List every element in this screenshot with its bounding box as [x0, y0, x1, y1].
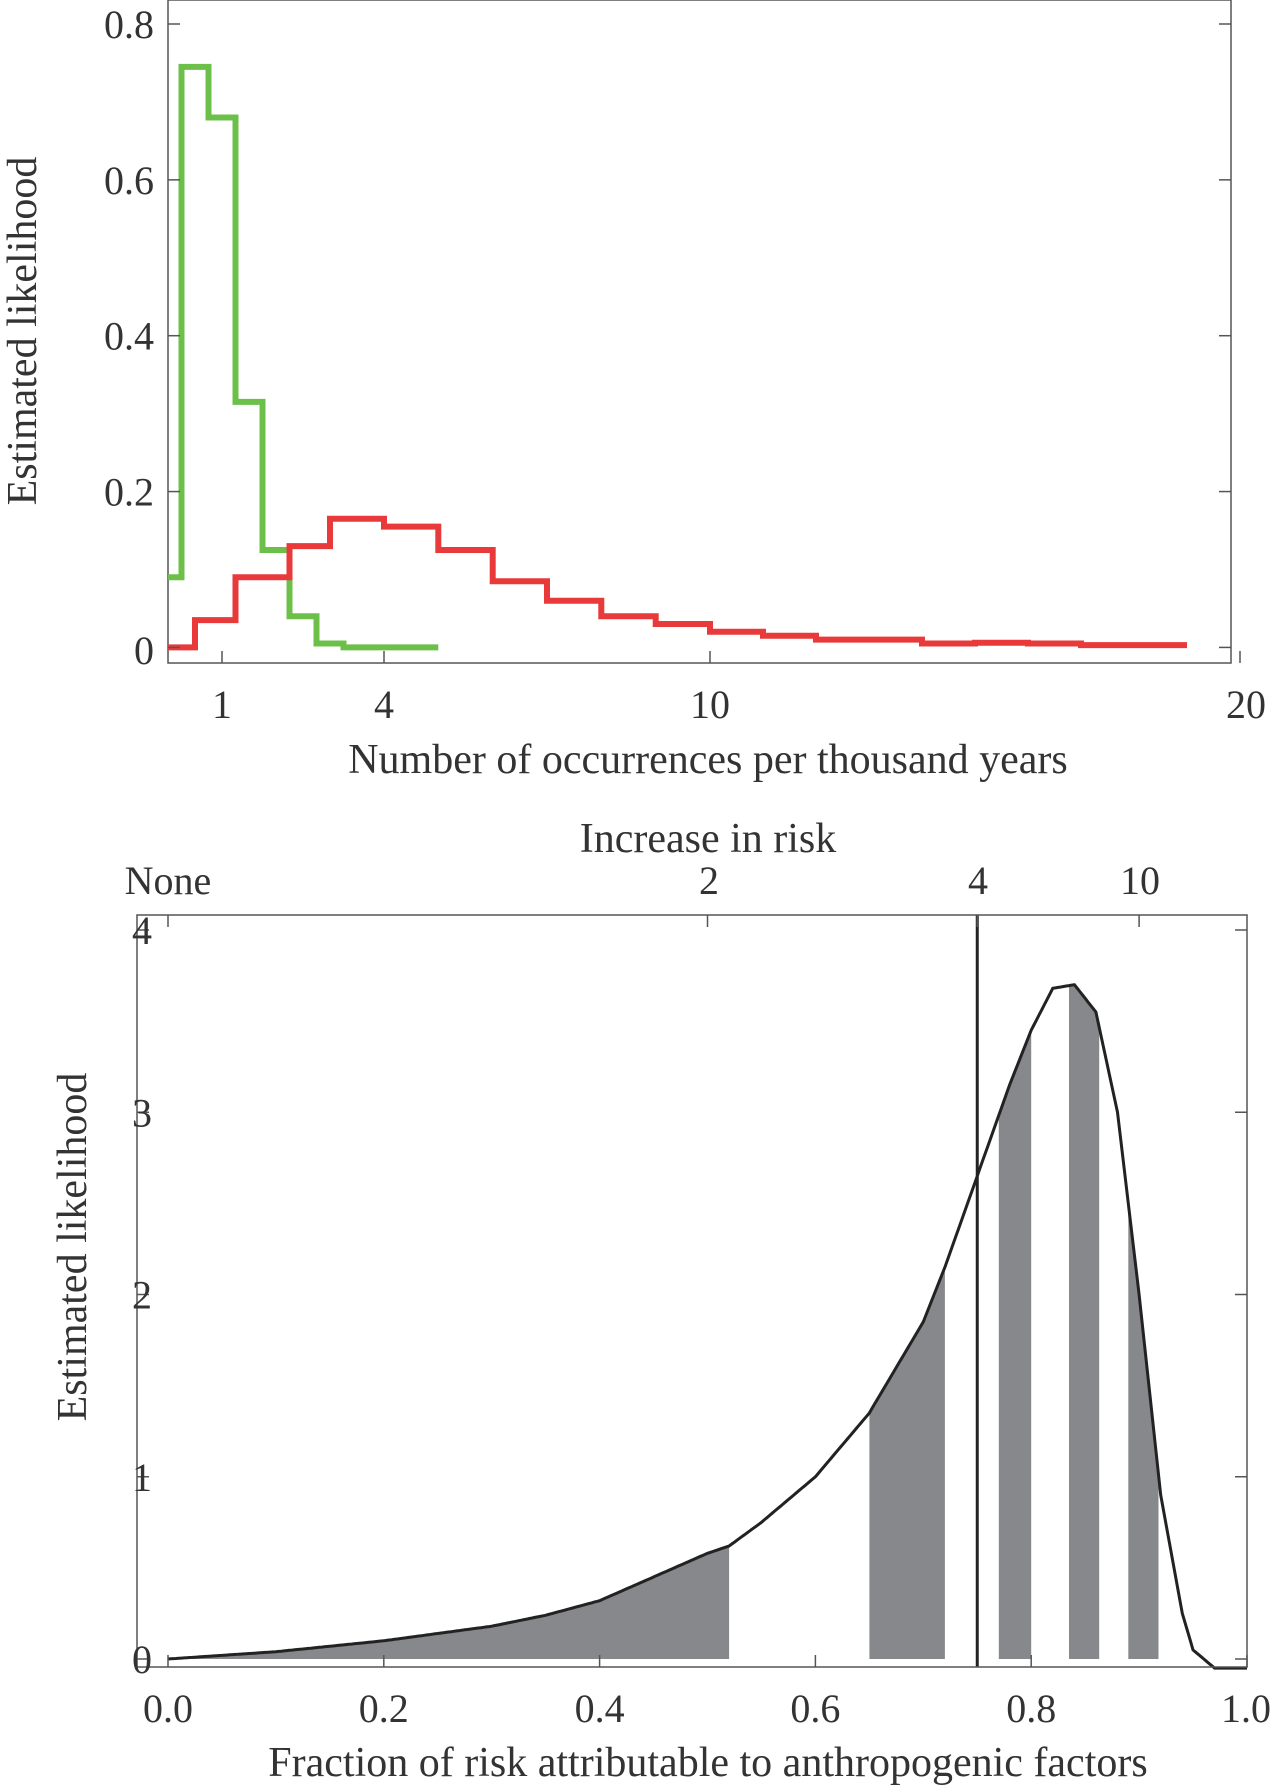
bottom-x-tick-label: 0.0 [143, 1686, 193, 1731]
top-x-tick-label: 1 [212, 682, 232, 727]
bottom-y-tick-label: 3 [132, 1090, 152, 1135]
shaded-region-0 [168, 1546, 730, 1659]
bottom-x-tick-label: 0.8 [1006, 1686, 1056, 1731]
bottom-y-tick-label: 4 [132, 908, 152, 953]
top-y-tick-label: 0.6 [104, 158, 154, 203]
top-plot-frame [167, 0, 1232, 664]
bottom-x-tick-label: 1.0 [1221, 1686, 1271, 1731]
bottom-y-tick-label: 2 [132, 1273, 152, 1318]
top-y-tick-label: 0.2 [104, 470, 154, 515]
top-series-1-step-line [168, 515, 1187, 651]
top-y-tick-label: 0.4 [104, 314, 154, 359]
bottom-top-tick-label: None [125, 858, 212, 903]
bottom-y-ticks: 0 1 2 3 4 [132, 908, 1247, 1682]
shaded-region-4 [1128, 1203, 1159, 1659]
top-series-0-step-line [168, 63, 439, 651]
bottom-x-axis-label: Fraction of risk attributable to anthrop… [268, 1740, 1147, 1786]
bottom-likelihood-curve [167, 983, 1247, 1670]
top-y-tick-label: 0.8 [104, 2, 154, 47]
bottom-x-ticks: 0.0 0.2 0.4 0.6 0.8 1.0 [143, 1655, 1271, 1731]
bottom-top-ticks: None 2 4 10 [125, 858, 1160, 927]
bottom-top-tick-label: 10 [1120, 858, 1160, 903]
bottom-top-tick-label: 4 [968, 858, 988, 903]
shaded-region-2 [998, 1030, 1032, 1659]
shaded-region-3 [1069, 984, 1100, 1659]
top-y-axis-label: Estimated likelihood [0, 157, 46, 506]
top-y-ticks: 0 0.2 0.4 0.6 0.8 [104, 2, 1231, 673]
bottom-y-tick-label: 0 [132, 1637, 152, 1682]
top-series-group [168, 63, 1187, 651]
bottom-x-tick-label: 0.4 [575, 1686, 625, 1731]
bottom-shaded-regions [168, 984, 1159, 1659]
shaded-region-1 [869, 1267, 945, 1659]
bottom-x-tick-label: 0.6 [790, 1686, 840, 1731]
top-x-tick-label: 10 [690, 682, 730, 727]
bottom-x-tick-label: 0.2 [359, 1686, 409, 1731]
bottom-area-panel: 0 1 2 3 4 0.0 0.2 0.4 0.6 0.8 1.0 None 2 4 10 Increa… [50, 816, 1271, 1786]
top-x-ticks: 1 4 10 20 [212, 651, 1266, 727]
top-y-tick-label: 0 [134, 628, 154, 673]
bottom-top-tick-label: 2 [699, 858, 719, 903]
top-x-tick-label: 4 [374, 682, 394, 727]
top-x-axis-label: Number of occurrences per thousand years [348, 737, 1068, 783]
bottom-y-tick-label: 1 [132, 1455, 152, 1500]
bottom-top-axis-label: Increase in risk [580, 816, 837, 862]
bottom-plot-frame [136, 914, 1248, 1668]
top-x-tick-label: 20 [1226, 682, 1266, 727]
top-histogram-panel: 0 0.2 0.4 0.6 0.8 1 4 10 20 Number of occurrenc… [0, 0, 1266, 783]
bottom-y-axis-label: Estimated likelihood [50, 1073, 96, 1422]
